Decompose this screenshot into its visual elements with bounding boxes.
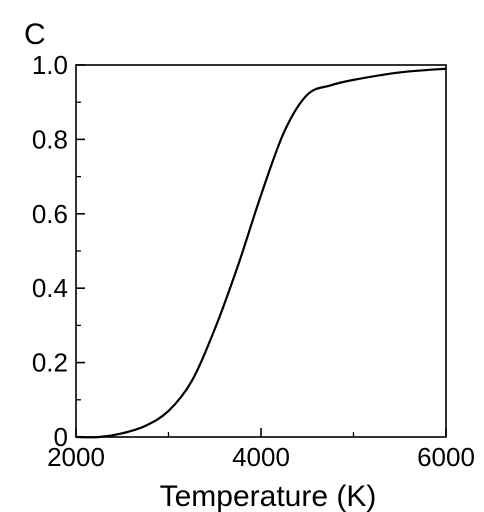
tick-labels: 0 0.2 0.4 0.6 0.8 1.0 2000 4000 6000 bbox=[32, 50, 475, 472]
y-tick-label: 0.4 bbox=[32, 273, 68, 303]
plot-frame bbox=[75, 64, 447, 438]
panel-label: C bbox=[24, 18, 46, 51]
axis-ticks bbox=[75, 64, 447, 438]
x-tick-label: 6000 bbox=[417, 442, 475, 472]
x-tick-label: 2000 bbox=[47, 442, 105, 472]
y-tick-label: 0.6 bbox=[32, 199, 68, 229]
x-axis-title: Temperature (K) bbox=[160, 480, 377, 512]
x-tick-label: 4000 bbox=[232, 442, 290, 472]
y-tick-label: 1.0 bbox=[32, 50, 68, 80]
series-line bbox=[75, 67, 447, 439]
y-tick-label: 0.8 bbox=[32, 124, 68, 154]
y-tick-label: 0 bbox=[54, 422, 68, 452]
y-tick-label: 0.2 bbox=[32, 348, 68, 378]
